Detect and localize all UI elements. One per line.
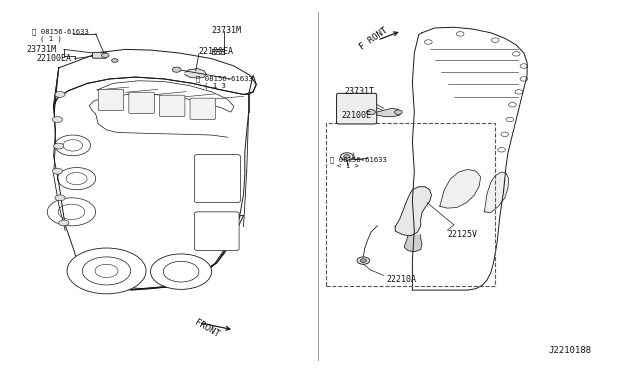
Text: 22210A: 22210A	[387, 275, 416, 283]
FancyBboxPatch shape	[195, 212, 239, 251]
Polygon shape	[395, 187, 431, 236]
Circle shape	[357, 257, 370, 264]
Polygon shape	[412, 27, 527, 290]
Polygon shape	[54, 49, 256, 112]
Text: Ⓑ 08156-61633: Ⓑ 08156-61633	[330, 156, 387, 163]
Circle shape	[172, 67, 181, 72]
Polygon shape	[484, 172, 509, 212]
Text: Ⓑ 08156-61633: Ⓑ 08156-61633	[32, 28, 89, 35]
Text: 22100E: 22100E	[341, 111, 371, 121]
FancyBboxPatch shape	[129, 92, 154, 113]
FancyBboxPatch shape	[195, 155, 241, 203]
Circle shape	[344, 155, 350, 158]
Circle shape	[54, 143, 64, 149]
Text: < 1 >: < 1 >	[337, 163, 359, 169]
Circle shape	[101, 53, 109, 58]
Polygon shape	[404, 235, 422, 252]
Text: 23731M: 23731M	[212, 26, 242, 35]
Text: ( 1 3: ( 1 3	[204, 82, 226, 89]
Circle shape	[67, 248, 146, 294]
Circle shape	[55, 195, 65, 201]
Circle shape	[52, 116, 63, 122]
Polygon shape	[374, 109, 401, 116]
Circle shape	[340, 153, 353, 160]
FancyBboxPatch shape	[93, 52, 106, 58]
Circle shape	[59, 220, 69, 226]
Text: Ⓑ 08156-61633: Ⓑ 08156-61633	[196, 76, 253, 82]
FancyBboxPatch shape	[337, 93, 377, 124]
FancyBboxPatch shape	[159, 95, 185, 116]
Polygon shape	[54, 68, 248, 289]
Polygon shape	[440, 169, 481, 208]
Circle shape	[52, 168, 63, 174]
Circle shape	[367, 110, 376, 115]
Circle shape	[150, 254, 212, 289]
Text: 22100EA: 22100EA	[199, 47, 234, 56]
Polygon shape	[248, 75, 256, 94]
Text: 22125V: 22125V	[447, 230, 477, 239]
FancyBboxPatch shape	[190, 98, 216, 119]
Circle shape	[394, 110, 402, 114]
Polygon shape	[185, 68, 207, 78]
Text: 23731M: 23731M	[27, 45, 57, 54]
Text: F RONT: F RONT	[358, 25, 390, 51]
Circle shape	[55, 92, 65, 97]
Text: 22100EA: 22100EA	[36, 54, 72, 63]
Text: J2210188: J2210188	[548, 346, 591, 355]
Text: 23731T: 23731T	[344, 87, 374, 96]
Bar	[326, 123, 495, 286]
Circle shape	[360, 259, 367, 262]
Text: ( 1 ): ( 1 )	[40, 35, 61, 42]
Text: FRONT: FRONT	[193, 318, 220, 339]
FancyBboxPatch shape	[99, 89, 124, 111]
Circle shape	[111, 59, 118, 62]
